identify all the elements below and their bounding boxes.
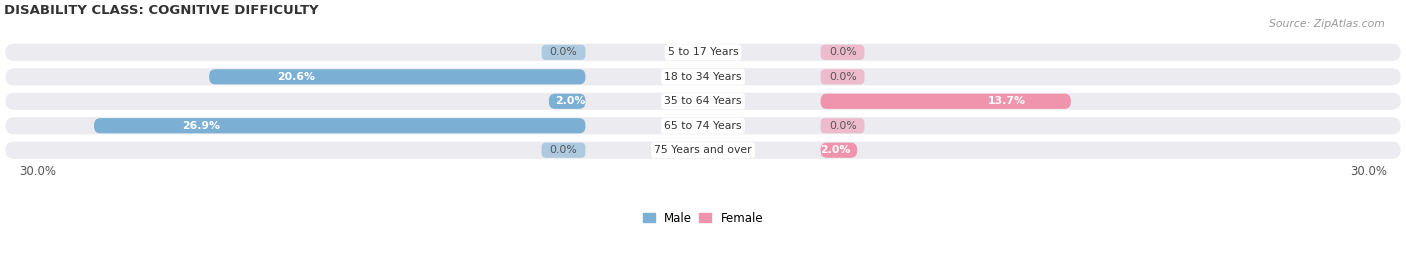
FancyBboxPatch shape (6, 93, 1400, 110)
Text: 75 Years and over: 75 Years and over (654, 145, 752, 155)
Text: 0.0%: 0.0% (548, 145, 576, 155)
Text: 13.7%: 13.7% (988, 96, 1026, 106)
FancyBboxPatch shape (94, 118, 585, 133)
Text: 18 to 34 Years: 18 to 34 Years (664, 72, 742, 82)
Text: 2.0%: 2.0% (555, 96, 586, 106)
Text: 0.0%: 0.0% (830, 47, 858, 57)
Text: 0.0%: 0.0% (830, 72, 858, 82)
Legend: Male, Female: Male, Female (638, 207, 768, 229)
Text: 35 to 64 Years: 35 to 64 Years (664, 96, 742, 106)
FancyBboxPatch shape (548, 94, 585, 109)
Text: 0.0%: 0.0% (548, 47, 576, 57)
Text: 5 to 17 Years: 5 to 17 Years (668, 47, 738, 57)
Text: DISABILITY CLASS: COGNITIVE DIFFICULTY: DISABILITY CLASS: COGNITIVE DIFFICULTY (4, 4, 319, 17)
FancyBboxPatch shape (821, 118, 865, 133)
FancyBboxPatch shape (821, 69, 865, 84)
Text: 0.0%: 0.0% (830, 121, 858, 131)
FancyBboxPatch shape (821, 143, 858, 158)
Text: 26.9%: 26.9% (183, 121, 221, 131)
FancyBboxPatch shape (6, 142, 1400, 159)
FancyBboxPatch shape (6, 68, 1400, 85)
FancyBboxPatch shape (541, 45, 585, 60)
FancyBboxPatch shape (6, 117, 1400, 134)
FancyBboxPatch shape (209, 69, 585, 84)
FancyBboxPatch shape (6, 44, 1400, 61)
FancyBboxPatch shape (821, 94, 1071, 109)
Text: 2.0%: 2.0% (820, 145, 851, 155)
Text: Source: ZipAtlas.com: Source: ZipAtlas.com (1270, 19, 1385, 29)
Text: 20.6%: 20.6% (277, 72, 315, 82)
Text: 65 to 74 Years: 65 to 74 Years (664, 121, 742, 131)
FancyBboxPatch shape (821, 45, 865, 60)
FancyBboxPatch shape (541, 143, 585, 158)
